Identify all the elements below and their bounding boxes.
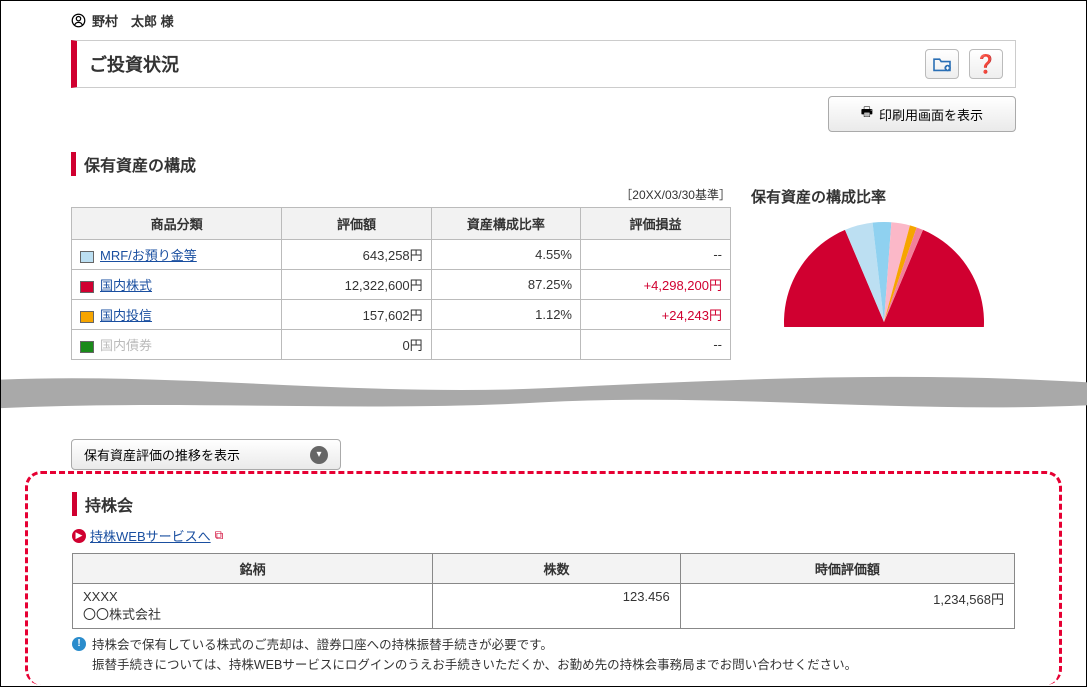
section-heading-mochikabu: 持株会 — [72, 492, 1015, 516]
color-swatch — [80, 281, 94, 293]
table-header: 商品分類 — [72, 208, 282, 240]
category-link[interactable]: 国内投信 — [100, 308, 152, 323]
table-row: 国内債券 0円 -- — [72, 330, 731, 360]
color-swatch — [80, 341, 94, 353]
cell-ratio: 1.12% — [431, 300, 580, 330]
mochikabu-table: 銘柄株数時価評価額 XXXX 〇〇株式会社 123.456 1,234,568円 — [72, 553, 1015, 629]
cell-ratio — [431, 330, 580, 360]
table-row: XXXX 〇〇株式会社 123.456 1,234,568円 — [73, 584, 1015, 629]
page-title-bar: ご投資状況 ❓ — [71, 40, 1016, 88]
note-line-1: 持株会で保有している株式のご売却は、證券口座への持株振替手続きが必要です。 — [92, 635, 857, 655]
help-button[interactable]: ❓ — [969, 49, 1003, 79]
table-header: 銘柄 — [73, 554, 433, 584]
user-name-line: 野村 太郎 様 — [71, 11, 1016, 30]
external-link-icon: ⧉ — [215, 528, 224, 543]
cell-value: 0円 — [282, 330, 431, 360]
print-icon: 🖶 — [861, 103, 873, 125]
cell-value: 643,258円 — [282, 240, 431, 270]
cell-pl: +24,243円 — [581, 300, 731, 330]
link-bullet-icon: ▶ — [72, 529, 86, 543]
table-row: 国内株式 12,322,600円87.25%+4,298,200円 — [72, 270, 731, 300]
info-icon: ! — [72, 637, 86, 651]
section-heading-assets: 保有資産の構成 — [71, 152, 1016, 176]
stock-code: XXXX — [83, 589, 422, 604]
content-break — [1, 371, 1087, 421]
chevron-down-icon: ▾ — [310, 446, 328, 464]
stock-qty: 123.456 — [433, 584, 680, 629]
stock-value: 1,234,568円 — [680, 584, 1014, 629]
mochikabu-section: 持株会 ▶ 持株WEBサービスへ ⧉ 銘柄株数時価評価額 XXXX 〇〇株式会社… — [25, 471, 1062, 685]
table-header: 株数 — [433, 554, 680, 584]
user-icon — [71, 13, 86, 28]
category-label: 国内債券 — [100, 338, 152, 353]
stock-name: 〇〇株式会社 — [83, 604, 422, 623]
category-link[interactable]: MRF/お預り金等 — [100, 248, 197, 263]
table-header: 評価額 — [282, 208, 431, 240]
print-view-button[interactable]: 🖶 印刷用画面を表示 — [828, 96, 1016, 132]
cell-value: 12,322,600円 — [282, 270, 431, 300]
asset-composition-table: 商品分類評価額資産構成比率評価損益 MRF/お預り金等 643,258円4.55%… — [71, 207, 731, 360]
cell-pl: -- — [581, 240, 731, 270]
info-note: ! 持株会で保有している株式のご売却は、證券口座への持株振替手続きが必要です。 … — [72, 635, 1015, 675]
cell-pl: +4,298,200円 — [581, 270, 731, 300]
note-line-2: 振替手続きについては、持株WEBサービスにログインのうえお手続きいただくか、お勤… — [92, 655, 857, 675]
color-swatch — [80, 251, 94, 263]
table-header: 資産構成比率 — [431, 208, 580, 240]
cell-ratio: 87.25% — [431, 270, 580, 300]
history-button-label: 保有資産評価の推移を表示 — [84, 445, 240, 464]
as-of-date: ［20XX/03/30基準］ — [71, 186, 731, 203]
table-header: 評価損益 — [581, 208, 731, 240]
cell-value: 157,602円 — [282, 300, 431, 330]
table-row: MRF/お預り金等 643,258円4.55%-- — [72, 240, 731, 270]
asset-pie-chart — [779, 217, 989, 327]
page-title: ご投資状況 — [89, 51, 179, 77]
mochikabu-web-link[interactable]: 持株WEBサービスへ — [90, 526, 211, 545]
color-swatch — [80, 311, 94, 323]
chart-title: 保有資産の構成比率 — [751, 186, 1016, 207]
table-row: 国内投信 157,602円1.12%+24,243円 — [72, 300, 731, 330]
table-header: 時価評価額 — [680, 554, 1014, 584]
help-icon: ❓ — [975, 54, 997, 75]
print-label: 印刷用画面を表示 — [879, 105, 983, 124]
user-name: 野村 太郎 様 — [92, 11, 174, 30]
show-history-button[interactable]: 保有資産評価の推移を表示 ▾ — [71, 439, 341, 470]
cell-pl: -- — [581, 330, 731, 360]
folder-add-button[interactable] — [925, 49, 959, 79]
category-link[interactable]: 国内株式 — [100, 278, 152, 293]
cell-ratio: 4.55% — [431, 240, 580, 270]
